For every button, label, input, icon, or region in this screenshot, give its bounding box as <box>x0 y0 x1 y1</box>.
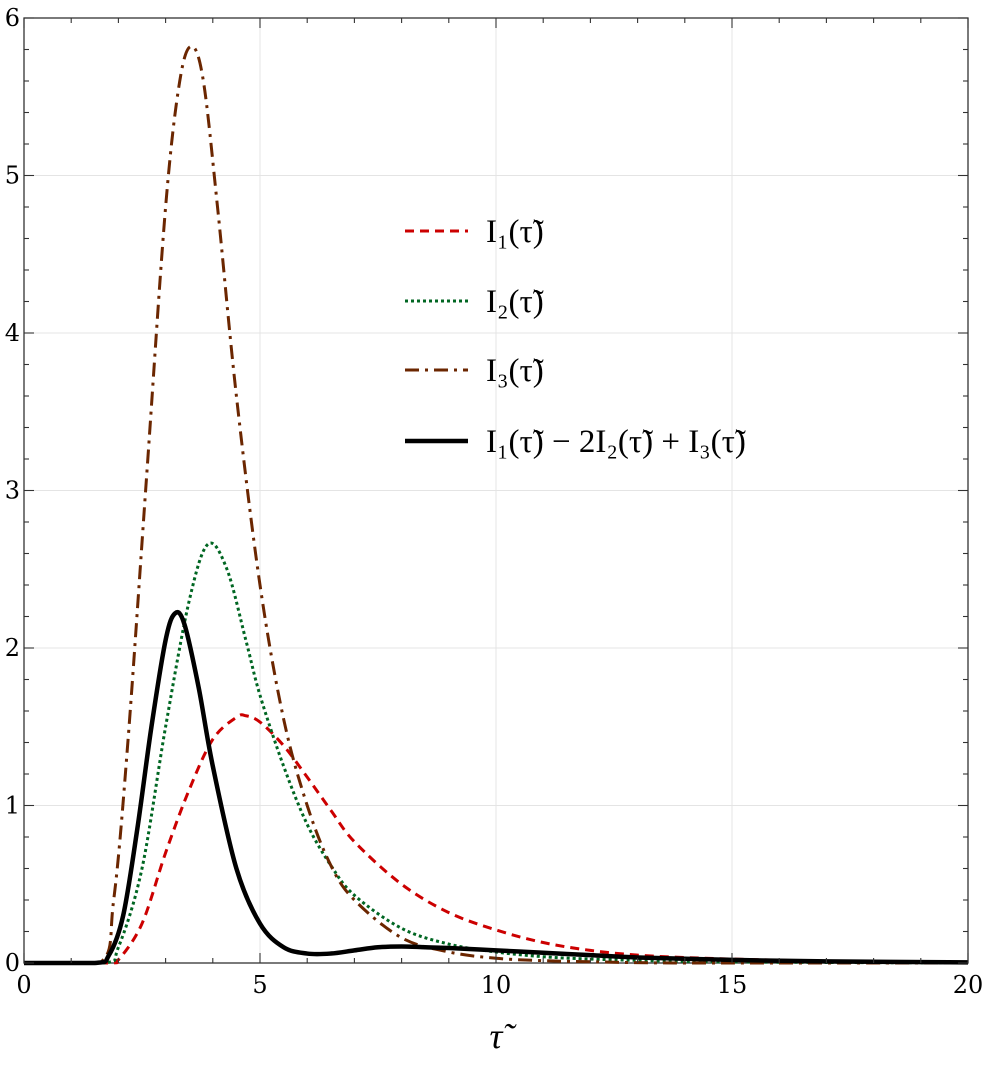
y-tick-label: 0 <box>5 949 20 977</box>
series-line-3 <box>24 44 968 965</box>
y-tick-label: 2 <box>5 634 20 662</box>
y-tick-label: 4 <box>5 319 20 347</box>
legend-label-2: I₂(τ̃) <box>486 284 544 320</box>
legend: I₁(τ̃) I₂(τ̃) I₃(τ̃) I₁(τ̃) − 2I₂(τ̃) + I₃(… <box>405 214 746 460</box>
y-tick-label: 5 <box>5 162 20 190</box>
y-tick-label: 3 <box>5 477 20 505</box>
x-tick-label: 0 <box>16 971 31 999</box>
x-tick-label: 20 <box>953 971 984 999</box>
axis-ticks: 0 5 10 15 20 0 1 2 3 4 5 6 <box>5 4 984 999</box>
series-layer <box>24 44 969 966</box>
series-line-4 <box>24 610 969 966</box>
grid <box>23 17 969 964</box>
x-tick-label: 5 <box>252 971 267 999</box>
series-line-2 <box>24 541 969 965</box>
y-tick-label: 1 <box>5 792 20 820</box>
legend-label-1: I₁(τ̃) <box>486 214 544 250</box>
y-tick-label: 6 <box>5 4 20 32</box>
x-tick-label: 10 <box>481 971 512 999</box>
x-axis-label: τ̃ <box>490 1016 518 1056</box>
legend-label-4: I₁(τ̃) − 2I₂(τ̃) + I₃(τ̃) <box>486 424 746 460</box>
legend-label-3: I₃(τ̃) <box>486 353 544 389</box>
x-tick-label: 15 <box>717 971 748 999</box>
